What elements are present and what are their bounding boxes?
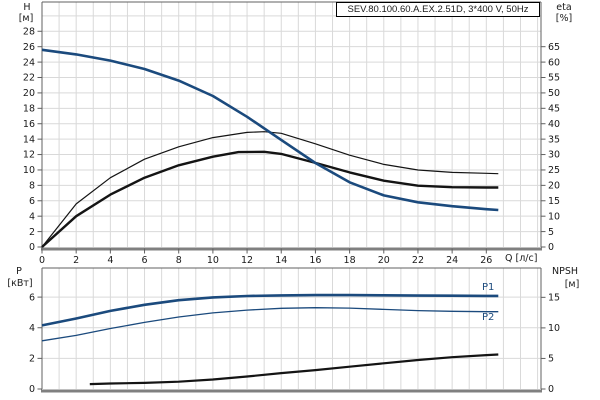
left-axis-tick-label: 24 [23, 57, 35, 68]
right-axis-tick-label: 0 [548, 242, 554, 253]
q-axis-title: Q [л/с] [505, 253, 538, 264]
left-axis-tick-label: 18 [23, 104, 35, 115]
p1-curve-label: P1 [482, 282, 495, 293]
left-axis-tick-label: 2 [29, 354, 35, 365]
x-axis-tick-label: 14 [275, 255, 287, 266]
x-axis-tick-label: 4 [107, 255, 113, 266]
right-axis-tick-label: 65 [548, 42, 560, 53]
p-axis-title: P [16, 266, 22, 277]
x-axis-tick-label: 18 [344, 255, 356, 266]
x-axis-tick-label: 26 [480, 255, 492, 266]
left-axis-tick-label: 2 [29, 227, 35, 238]
p-axis-unit: [кВт] [7, 278, 33, 289]
x-axis-tick-label: 22 [412, 255, 424, 266]
right-axis-tick-label: 60 [548, 57, 560, 68]
x-axis-tick-label: 24 [446, 255, 458, 266]
eta-axis-unit: [%] [555, 13, 573, 24]
eta-axis-title: eta [556, 2, 572, 13]
left-axis-tick-label: 22 [23, 73, 35, 84]
left-axis-tick-label: 6 [29, 292, 35, 303]
left-axis-tick-label: 12 [23, 150, 35, 161]
right-axis-tick-label: 15 [548, 196, 560, 207]
right-axis-tick-label: 55 [548, 73, 560, 84]
x-axis-tick-label: 20 [378, 255, 390, 266]
curve-eta2 [41, 150, 499, 248]
left-axis-tick-label: 20 [23, 88, 35, 99]
left-axis-tick-label: 4 [29, 323, 35, 334]
right-axis-tick-label: 40 [548, 119, 560, 130]
x-axis-tick-label: 8 [176, 255, 182, 266]
p2-curve-label: P2 [482, 312, 495, 323]
curve-P1 [41, 293, 499, 327]
right-axis-tick-label: 50 [548, 88, 560, 99]
left-axis-tick-label: 4 [29, 211, 35, 222]
right-axis-tick-label: 30 [548, 150, 560, 161]
x-axis-tick-label: 16 [309, 255, 321, 266]
curve-P2 [41, 307, 499, 342]
left-axis-tick-label: 0 [29, 242, 35, 253]
left-axis-tick-label: 6 [29, 196, 35, 207]
x-axis-tick-label: 10 [207, 255, 219, 266]
chart-title: SEV.80.100.60.A.EX.2.51D, 3*400 V, 50Hz [336, 2, 540, 17]
right-axis-tick-label: 5 [548, 227, 554, 238]
x-axis-tick-label: 12 [241, 255, 253, 266]
curve-H [41, 48, 499, 212]
left-axis-tick-label: 28 [23, 26, 35, 37]
right-axis-tick-label: 20 [548, 181, 560, 192]
left-axis-tick-label: 8 [29, 181, 35, 192]
x-axis-tick-label: 0 [39, 255, 45, 266]
x-axis-tick-label: 2 [73, 255, 79, 266]
left-axis-tick-label: 16 [23, 119, 35, 130]
right-axis-tick-label: 45 [548, 104, 560, 115]
left-axis-tick-label: 26 [23, 42, 35, 53]
right-axis-tick-label: 35 [548, 134, 560, 145]
left-axis-tick-label: 10 [23, 165, 35, 176]
h-axis-unit: [м] [18, 13, 34, 24]
npsh-axis-unit: [м] [564, 279, 580, 290]
x-axis-tick-label: 6 [142, 255, 148, 266]
curve-NPSH [89, 353, 499, 386]
left-axis-tick-label: 14 [23, 134, 35, 145]
right-axis-tick-label: 0 [548, 384, 554, 395]
right-axis-tick-label: 25 [548, 165, 560, 176]
curve-eta1 [41, 131, 499, 248]
h-axis-title: H [23, 2, 31, 13]
left-axis-tick-label: 0 [29, 384, 35, 395]
right-axis-tick-label: 10 [548, 323, 560, 334]
right-axis-tick-label: 5 [548, 354, 554, 365]
npsh-axis-title: NPSH [552, 266, 579, 277]
right-axis-tick-label: 15 [548, 293, 560, 304]
right-axis-tick-label: 10 [548, 211, 560, 222]
